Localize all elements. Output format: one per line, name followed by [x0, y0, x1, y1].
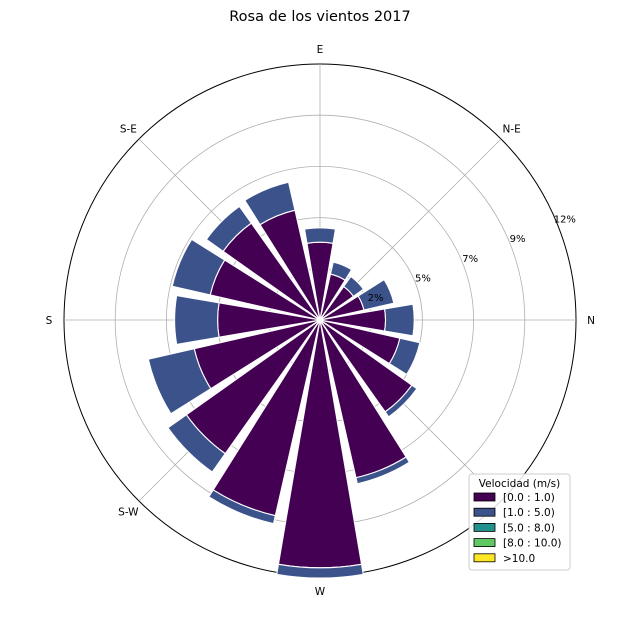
legend-label: [0.0 : 1.0) — [503, 492, 555, 504]
radial-tick-label: 2% — [368, 293, 384, 304]
direction-label: S-E — [120, 123, 137, 135]
direction-label: N-E — [502, 123, 520, 135]
wind-bar — [174, 294, 220, 346]
wind-bar — [383, 303, 415, 337]
legend-swatch — [473, 492, 496, 502]
wind-bar — [244, 181, 296, 226]
radial-tick-label: 9% — [510, 234, 526, 245]
wind-bar — [342, 275, 365, 298]
chart-title: Rosa de los vientos 2017 — [229, 9, 410, 25]
legend: Velocidad (m/s) [0.0 : 1.0) [1.0 : 5.0) [5… — [468, 473, 571, 571]
legend-swatch — [473, 553, 496, 563]
wind-bar — [384, 384, 418, 418]
direction-label: N — [587, 315, 595, 327]
wind-bar — [205, 205, 253, 253]
direction-label: S-W — [118, 507, 139, 519]
wind-bar — [303, 227, 337, 244]
radial-tick-label: 12% — [554, 215, 576, 226]
legend-label: [1.0 : 5.0) — [503, 507, 555, 519]
legend-label: [5.0 : 8.0) — [503, 522, 555, 534]
radial-tick-labels: 2% 5% 7% 9% 12% — [368, 215, 576, 304]
direction-label: E — [317, 44, 324, 56]
direction-label: W — [315, 586, 326, 598]
wind-bar — [167, 414, 226, 473]
wind-bar — [355, 456, 411, 485]
legend-swatch — [473, 523, 496, 532]
wind-bar — [171, 238, 226, 296]
wind-bar — [208, 489, 277, 525]
direction-labels: N N-E E S-E S S-W W — [46, 44, 595, 598]
wind-bar — [357, 278, 395, 311]
wind-bar — [388, 337, 421, 376]
legend-title: Velocidad (m/s) — [479, 478, 560, 490]
legend-label: >10.0 — [503, 553, 535, 565]
legend-swatch — [473, 538, 496, 547]
wind-bar — [276, 563, 364, 579]
wind-sectors — [147, 181, 421, 579]
legend-label: [8.0 : 10.0) — [503, 538, 561, 550]
radial-tick-label: 5% — [415, 273, 431, 284]
radial-tick-label: 7% — [462, 254, 478, 265]
wind-bar — [147, 348, 212, 415]
direction-label: S — [46, 315, 53, 327]
wind-bar — [329, 261, 353, 281]
legend-swatch — [473, 507, 496, 517]
